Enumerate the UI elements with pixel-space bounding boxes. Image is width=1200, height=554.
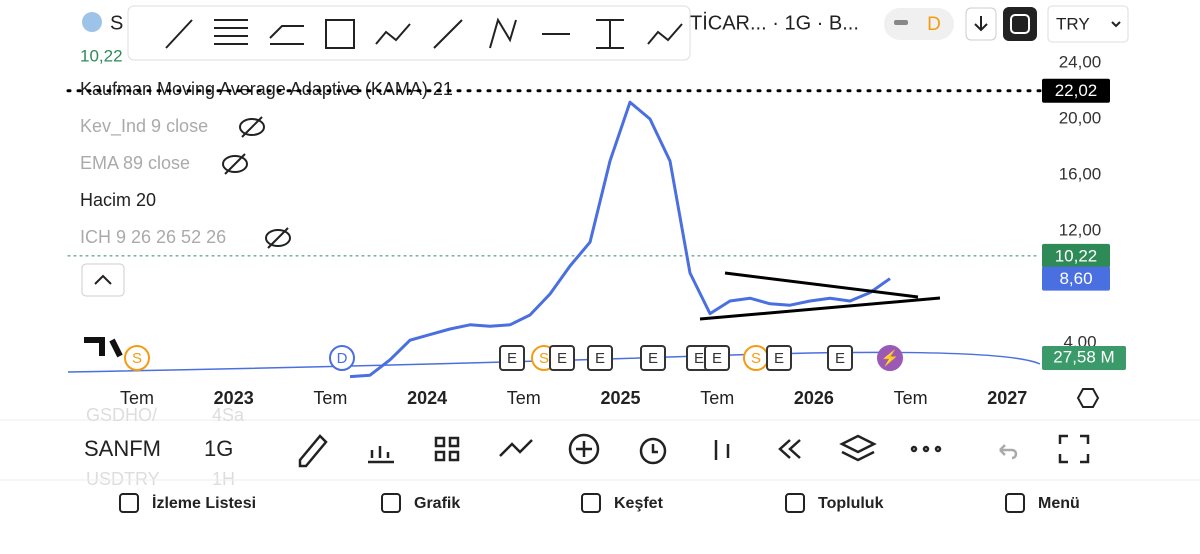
settings-icon (1076, 388, 1100, 408)
hide-slash (241, 116, 263, 138)
event-label: E (712, 350, 722, 367)
ghost-text: 4Sa (212, 405, 245, 425)
volume-label-bg (1042, 346, 1126, 370)
nav-icon (785, 493, 805, 513)
minus[interactable] (894, 20, 908, 25)
indicator-label: Kev_Ind 9 close (80, 116, 208, 137)
indicator-label: Kaufman Moving Average Adaptive (KAMA) 2… (80, 79, 453, 99)
event-label: S (132, 350, 142, 367)
event-marker (704, 345, 730, 371)
price-label: 8,60 (1059, 269, 1092, 288)
event-marker (124, 345, 150, 371)
y-tick-label: 12,00 (1059, 220, 1102, 239)
volume-label: 27,58 M (1053, 347, 1114, 366)
nav-icon (381, 493, 401, 513)
nav-icon (1005, 493, 1025, 513)
price-label-bg (1042, 78, 1110, 103)
event-marker (877, 345, 903, 371)
price-label: 10,22 (1055, 246, 1098, 265)
fullscreen-icon (1010, 14, 1030, 34)
event-label: E (595, 350, 605, 367)
chevron (1111, 21, 1121, 28)
event-marker (827, 345, 853, 371)
currency-select[interactable] (1047, 5, 1129, 43)
x-tick-label: 2025 (600, 388, 640, 408)
event-marker (499, 345, 525, 371)
event-label: D (337, 350, 348, 367)
x-tick-label: Tem (507, 388, 541, 408)
down-icon (974, 16, 988, 32)
indicator-label: ICH 9 26 26 52 26 (80, 227, 226, 247)
hide-icon (222, 155, 248, 173)
price-label: 22,02 (1055, 81, 1098, 100)
y-tick-label: 24,00 (1059, 53, 1102, 72)
ghost-text: 1H (212, 469, 235, 489)
y-tick-label: 16,00 (1059, 164, 1102, 183)
nav-item[interactable]: Keşfet (614, 495, 664, 512)
event-marker (329, 345, 355, 371)
x-tick-label: Tem (313, 388, 347, 408)
event-marker (640, 345, 666, 371)
event-label: E (694, 350, 704, 367)
x-tick-label: 2026 (794, 388, 834, 408)
ghost-text: GSDHO/ (86, 405, 157, 425)
event-label: E (507, 350, 517, 367)
bottom-icons[interactable] (298, 433, 1090, 468)
badge-bg (884, 8, 954, 40)
collapse-icon (94, 274, 112, 285)
nav-icon (119, 493, 139, 513)
drawing-toolbar (127, 5, 691, 61)
x-tick-label: Tem (700, 388, 734, 408)
x-tick-label: Tem (894, 388, 928, 408)
event-marker (766, 345, 792, 371)
hide-icon (239, 118, 265, 136)
hide-slash (224, 153, 246, 175)
hide-icon (265, 229, 291, 247)
event-label: E (774, 350, 784, 367)
nav-item[interactable]: İzleme Listesi (152, 494, 256, 512)
event-label: E (557, 350, 567, 367)
event-label: E (835, 350, 845, 367)
event-marker (587, 345, 613, 371)
ghost-text: USDTRY (86, 469, 160, 489)
price-label-bg (1042, 266, 1110, 291)
interval-badge[interactable]: D (927, 14, 941, 35)
title: TİCAR... · 1G · B... (690, 11, 859, 34)
x-tick-label: Tem (120, 388, 154, 408)
x-tick-label: 2024 (407, 388, 447, 408)
collapse-button[interactable] (81, 263, 125, 297)
price-line: 10,22 (80, 46, 123, 65)
event-marker (549, 345, 575, 371)
event-label: ⚡ (881, 349, 900, 367)
x-tick-label: 2027 (987, 388, 1027, 408)
event-label: E (648, 350, 658, 367)
currency: TRY (1056, 14, 1090, 33)
price-label-bg (1042, 243, 1110, 268)
nav-item[interactable]: Topluluk (818, 495, 884, 512)
bottom-symbol: SANFM (84, 436, 161, 461)
nav-item[interactable]: Grafik (414, 495, 460, 512)
x-tick-label: 2023 (214, 388, 254, 408)
symbol: S (110, 12, 123, 34)
toolbar-icons[interactable] (165, 17, 683, 49)
kama-line (349, 100, 891, 379)
hide-slash (267, 227, 289, 249)
event-label: S (539, 350, 549, 367)
indicator-label: EMA 89 close (80, 153, 190, 173)
indicator-label: Hacim 20 (80, 190, 156, 210)
nav-icon (581, 493, 601, 513)
fullscreen-button[interactable] (1003, 7, 1037, 41)
logo (82, 12, 102, 32)
y-tick-label: 20,00 (1059, 109, 1102, 128)
event-label: S (751, 350, 761, 367)
tv-logo (84, 337, 123, 358)
trendlines (699, 271, 941, 321)
nav-item[interactable]: Menü (1038, 495, 1080, 512)
bottom-interval: 1G (204, 436, 233, 461)
